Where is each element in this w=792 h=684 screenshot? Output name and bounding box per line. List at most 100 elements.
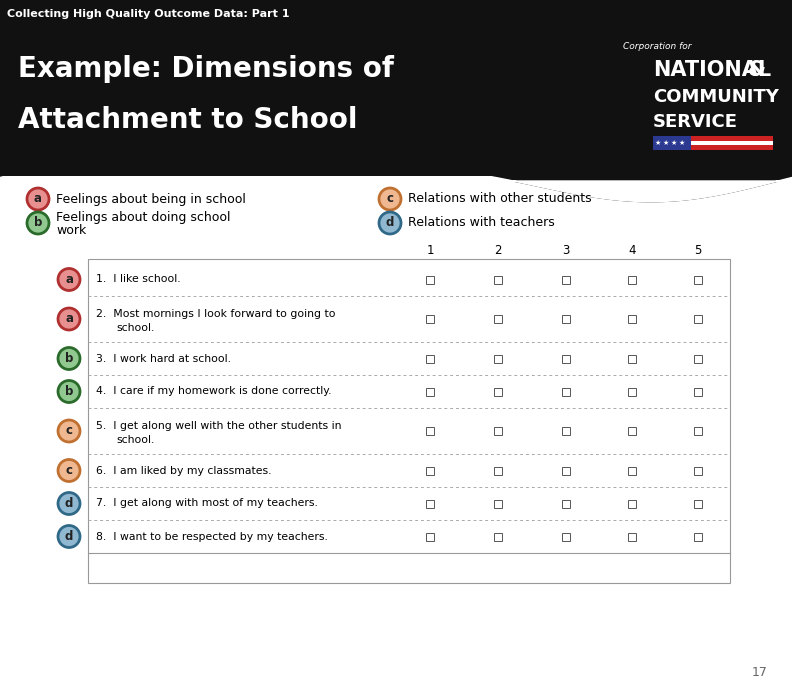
Circle shape xyxy=(58,525,80,547)
Text: Relations with teachers: Relations with teachers xyxy=(408,217,554,230)
Text: ★: ★ xyxy=(679,140,685,146)
Bar xyxy=(562,466,570,475)
Text: 1: 1 xyxy=(426,244,434,257)
Circle shape xyxy=(27,212,49,234)
Bar xyxy=(562,276,570,283)
Circle shape xyxy=(58,347,80,369)
Bar xyxy=(0,28,792,176)
Bar xyxy=(426,315,434,323)
Text: 1.  I like school.: 1. I like school. xyxy=(96,274,181,285)
Bar xyxy=(88,259,730,583)
Text: b: b xyxy=(34,217,42,230)
Bar xyxy=(426,499,434,508)
Text: work: work xyxy=(56,224,86,237)
Bar xyxy=(562,533,570,540)
Bar xyxy=(694,533,702,540)
Text: 4: 4 xyxy=(628,244,636,257)
Text: Example: Dimensions of: Example: Dimensions of xyxy=(18,55,394,83)
Text: c: c xyxy=(66,464,73,477)
Circle shape xyxy=(379,212,401,234)
Text: d: d xyxy=(65,497,73,510)
Bar xyxy=(0,157,792,684)
Bar xyxy=(0,0,792,28)
Bar xyxy=(494,315,502,323)
Bar xyxy=(694,466,702,475)
Bar xyxy=(628,315,636,323)
Bar xyxy=(494,427,502,435)
Text: 3: 3 xyxy=(562,244,569,257)
Text: 6.  I am liked by my classmates.: 6. I am liked by my classmates. xyxy=(96,466,272,475)
Bar xyxy=(562,354,570,363)
Circle shape xyxy=(58,308,80,330)
Bar xyxy=(628,354,636,363)
Text: 5: 5 xyxy=(695,244,702,257)
Bar xyxy=(628,466,636,475)
Text: 7.  I get along with most of my teachers.: 7. I get along with most of my teachers. xyxy=(96,499,318,508)
Bar xyxy=(694,354,702,363)
Bar xyxy=(653,136,691,150)
Bar xyxy=(426,533,434,540)
Circle shape xyxy=(58,460,80,482)
Text: c: c xyxy=(386,192,394,205)
Bar xyxy=(653,136,773,141)
Bar xyxy=(562,388,570,395)
Text: Feelings about doing school: Feelings about doing school xyxy=(56,211,230,224)
Circle shape xyxy=(379,188,401,210)
Text: ★: ★ xyxy=(655,140,661,146)
Text: 3.  I work hard at school.: 3. I work hard at school. xyxy=(96,354,231,363)
Bar xyxy=(88,520,730,553)
Bar xyxy=(426,427,434,435)
Text: school.: school. xyxy=(116,323,154,333)
Bar xyxy=(426,388,434,395)
Text: &: & xyxy=(748,60,766,80)
Bar xyxy=(426,354,434,363)
Bar xyxy=(88,296,730,342)
Bar xyxy=(628,533,636,540)
Bar xyxy=(628,276,636,283)
Text: SERVICE: SERVICE xyxy=(653,113,738,131)
Text: b: b xyxy=(65,352,73,365)
Text: d: d xyxy=(386,217,394,230)
Bar xyxy=(88,375,730,408)
Text: Corporation for: Corporation for xyxy=(623,42,691,51)
Bar xyxy=(694,315,702,323)
Bar xyxy=(88,454,730,487)
Circle shape xyxy=(58,420,80,442)
Bar xyxy=(426,276,434,283)
Text: 5.  I get along well with the other students in: 5. I get along well with the other stude… xyxy=(96,421,341,431)
Text: 8.  I want to be respected by my teachers.: 8. I want to be respected by my teachers… xyxy=(96,531,328,542)
Text: d: d xyxy=(65,530,73,543)
Text: 4.  I care if my homework is done correctly.: 4. I care if my homework is done correct… xyxy=(96,386,332,397)
Text: NATIONAL: NATIONAL xyxy=(653,60,771,80)
Text: ★: ★ xyxy=(663,140,669,146)
Bar xyxy=(494,499,502,508)
Text: Collecting High Quality Outcome Data: Part 1: Collecting High Quality Outcome Data: Pa… xyxy=(7,9,290,19)
Text: COMMUNITY: COMMUNITY xyxy=(653,88,779,106)
Text: Feelings about being in school: Feelings about being in school xyxy=(56,192,246,205)
Bar xyxy=(694,276,702,283)
Bar xyxy=(88,263,730,296)
Text: b: b xyxy=(65,385,73,398)
Circle shape xyxy=(27,188,49,210)
Text: 2.  Most mornings I look forward to going to: 2. Most mornings I look forward to going… xyxy=(96,309,336,319)
Text: a: a xyxy=(34,192,42,205)
Text: a: a xyxy=(65,313,73,326)
Bar xyxy=(653,141,773,146)
Bar xyxy=(88,408,730,454)
Circle shape xyxy=(58,269,80,291)
Text: school.: school. xyxy=(116,435,154,445)
Bar xyxy=(628,499,636,508)
Text: 17: 17 xyxy=(752,666,768,679)
Text: ★: ★ xyxy=(671,140,677,146)
Bar xyxy=(653,146,773,150)
Bar xyxy=(88,487,730,520)
Bar xyxy=(562,499,570,508)
Text: c: c xyxy=(66,425,73,438)
Bar xyxy=(494,466,502,475)
Bar xyxy=(494,276,502,283)
Bar xyxy=(694,427,702,435)
Text: 2: 2 xyxy=(494,244,502,257)
Bar xyxy=(694,499,702,508)
Circle shape xyxy=(58,492,80,514)
Bar xyxy=(628,388,636,395)
